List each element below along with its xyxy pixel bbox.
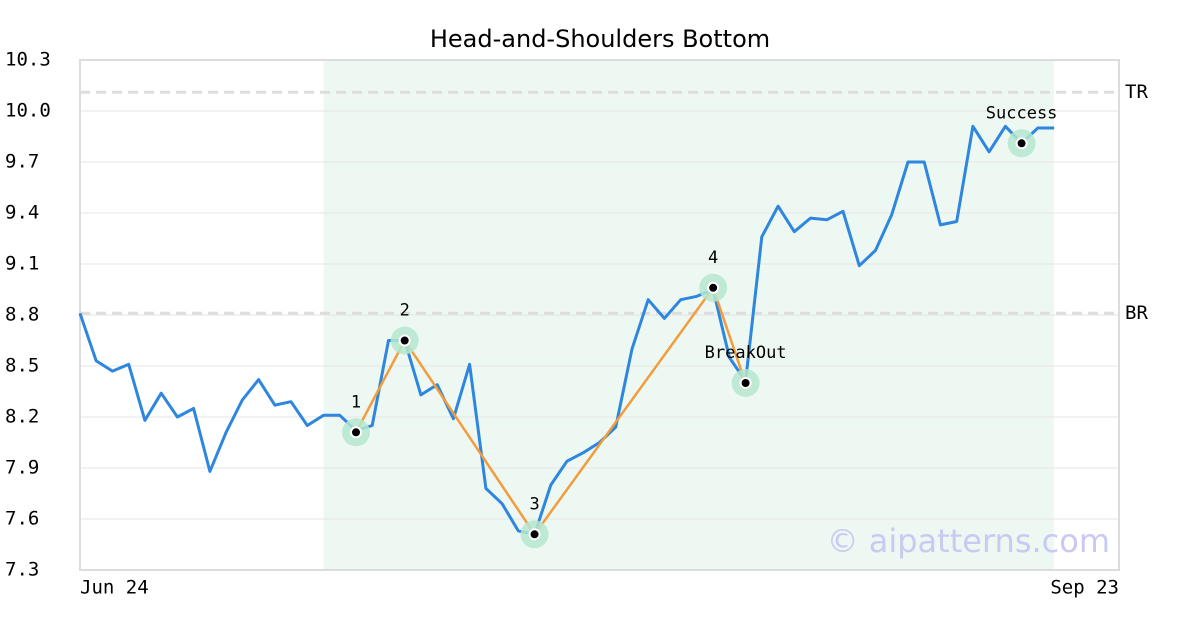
pattern-point-label: 4	[708, 248, 718, 268]
x-tick-label: Jun 24	[80, 577, 149, 599]
price-line	[78, 124, 1055, 536]
reference-label: BR	[1125, 302, 1148, 324]
y-tick-label: 7.3	[5, 559, 39, 581]
chart-title: Head-and-Shoulders Bottom	[430, 25, 770, 53]
pattern-point-label: Success	[986, 103, 1058, 123]
y-tick-label: 7.9	[5, 457, 39, 479]
y-tick-label: 10.3	[5, 49, 51, 71]
y-tick-label: 8.8	[5, 304, 39, 326]
y-tick-label: 8.2	[5, 406, 39, 428]
y-tick-label: 9.1	[5, 253, 39, 275]
pattern-point-label: BreakOut	[705, 343, 787, 363]
pattern-point	[398, 334, 411, 347]
x-tick-label: Sep 23	[1050, 577, 1119, 599]
watermark: © aipatterns.com	[827, 522, 1110, 560]
reference-label: TR	[1125, 81, 1148, 103]
y-tick-label: 8.5	[5, 355, 39, 377]
pattern-point	[349, 426, 362, 439]
y-tick-label: 10.0	[5, 100, 51, 122]
pattern-point-label: 2	[400, 301, 410, 321]
y-tick-label: 9.7	[5, 151, 39, 173]
pattern-point	[707, 281, 720, 294]
pattern-point-label: 3	[529, 494, 539, 514]
pattern-point	[1015, 137, 1028, 150]
pattern-point	[528, 528, 541, 541]
y-tick-label: 7.6	[5, 508, 39, 530]
pattern-point	[739, 377, 752, 389]
pattern-point-label: 1	[351, 392, 361, 412]
y-tick-label: 9.4	[5, 202, 39, 224]
